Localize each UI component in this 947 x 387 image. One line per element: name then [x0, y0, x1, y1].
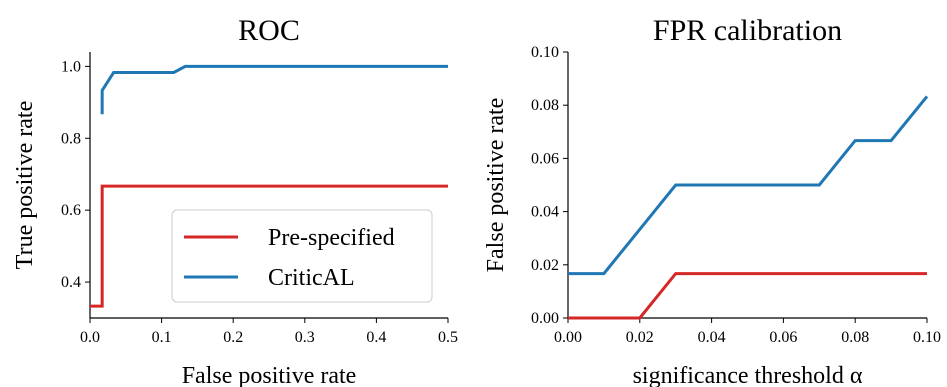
roc-panel: 0.0 0.1 0.2 0.3 0.4 0.5 0.4 0.6 0.8 1.0 ROC False p…	[12, 14, 458, 387]
x-tick-label: 0.04	[698, 329, 726, 346]
y-tick-label: 1.0	[61, 58, 81, 75]
x-tick-label: 0.00	[554, 329, 582, 346]
line-pre-specified	[90, 184, 448, 308]
fpr-calibration-panel: 0.00 0.02 0.04 0.06 0.08 0.10 0.00 0.02 0.04 0.06…	[483, 14, 941, 387]
y-tick-label: 0.8	[61, 130, 81, 147]
line-series-2	[568, 272, 927, 320]
y-tick-label: 0.4	[61, 274, 81, 291]
y-tick-label: 0.10	[531, 44, 559, 61]
y-tick-label: 0.00	[531, 310, 559, 327]
x-tick-label: 0.08	[841, 329, 869, 346]
legend-entry: CriticAL	[268, 265, 355, 291]
y-tick-label: 0.02	[531, 257, 559, 274]
x-tick-label: 0.10	[913, 329, 941, 346]
line-critical	[100, 64, 448, 115]
legend-frame	[171, 209, 433, 303]
legend-entry: Pre-specified	[268, 225, 395, 251]
y-tick-label: 0.04	[531, 204, 559, 221]
x-axis-label: significance threshold α	[633, 363, 863, 387]
y-tick-label: 0.06	[531, 150, 559, 167]
x-tick-label: 0.1	[152, 329, 172, 346]
chart-title: FPR calibration	[653, 14, 842, 47]
x-tick-label: 0.4	[366, 329, 386, 346]
line-series-1	[568, 95, 929, 276]
x-tick-label: 0.06	[769, 329, 797, 346]
y-axis-label: False positive rate	[483, 98, 509, 273]
legend: Pre-specified CriticAL	[171, 209, 433, 303]
y-tick-label: 0.08	[531, 97, 559, 114]
x-tick-label: 0.5	[438, 329, 458, 346]
x-tick-label: 0.02	[626, 329, 654, 346]
x-tick-label: 0.0	[80, 329, 100, 346]
y-axis-label: True positive rate	[12, 101, 38, 269]
x-tick-label: 0.2	[223, 329, 243, 346]
y-tick-label: 0.6	[61, 202, 81, 219]
x-axis-label: False positive rate	[182, 363, 357, 387]
x-tick-label: 0.3	[295, 329, 315, 346]
chart-title: ROC	[238, 14, 300, 47]
